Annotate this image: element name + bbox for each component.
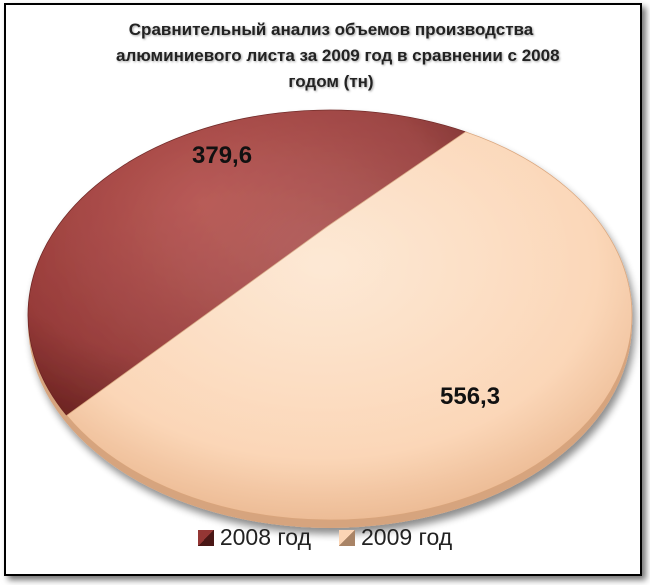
chart-title-line-3: годом (тн) xyxy=(288,72,374,91)
data-label-2009: 556,3 xyxy=(440,383,500,410)
pie-slices xyxy=(27,109,633,528)
legend-item-2009: 2009 год xyxy=(339,524,452,551)
legend-item-2008: 2008 год xyxy=(197,524,311,551)
legend-label-2009: 2009 год xyxy=(361,524,453,550)
chart-title-line-2: алюминиевого листа за 2009 год в сравнен… xyxy=(116,46,560,65)
legend-label-2008: 2008 год xyxy=(219,524,311,550)
legend-swatch-2008 xyxy=(197,529,214,546)
data-label-2008: 379,6 xyxy=(192,142,252,169)
chart-legend: 2008 год 2009 год xyxy=(0,524,650,551)
chart-title: Сравнительный анализ объемов производств… xyxy=(116,17,560,95)
legend-swatch-2009 xyxy=(339,529,355,546)
chart-title-line-1: Сравнительный анализ объемов производств… xyxy=(128,20,534,39)
